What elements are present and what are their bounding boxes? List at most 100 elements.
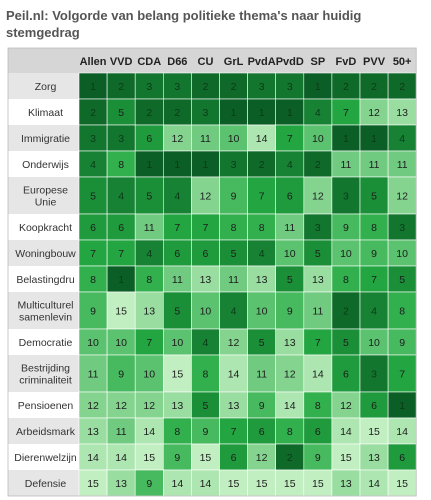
column-header-bar	[8, 48, 417, 73]
heat-cell	[331, 469, 361, 497]
heat-cell-value: 3	[90, 133, 96, 145]
heat-cell	[387, 150, 417, 178]
heat-cell-value: 11	[340, 159, 351, 171]
heat-cell	[387, 98, 417, 126]
chart-title: Peil.nl: Volgorde van belang politieke t…	[6, 8, 362, 40]
heat-cell-value: 8	[343, 274, 349, 286]
heat-cell	[78, 176, 108, 215]
heat-cell-value: 3	[287, 81, 293, 93]
heat-cell-value: 10	[87, 337, 99, 349]
heat-cell-value: 10	[200, 306, 212, 318]
heat-cell-value: 14	[284, 400, 296, 412]
row-label: Europese Unie	[23, 185, 68, 209]
heat-cell-value: 7	[174, 222, 180, 234]
row-label: Bestrijding criminaliteit	[19, 363, 72, 387]
heat-cell	[303, 328, 333, 356]
heat-cell-value: 2	[343, 306, 349, 318]
heat-cell-value: 9	[203, 426, 209, 438]
heat-cell-value: 12	[396, 191, 408, 203]
heat-cell-value: 13	[200, 274, 212, 286]
heat-cell-value: 8	[174, 426, 180, 438]
heat-cell-value: 4	[287, 159, 293, 171]
heat-cell-value: 10	[172, 337, 184, 349]
heat-cell-value: 15	[312, 478, 324, 490]
heat-cell-value: 3	[315, 222, 321, 234]
heat-cell-value: 10	[284, 248, 296, 260]
heat-cell-value: 2	[146, 107, 152, 119]
heat-cell	[163, 265, 192, 293]
heat-cell-value: 9	[315, 452, 321, 464]
heat-cell-value: 3	[231, 159, 237, 171]
heat-cell-value: 6	[90, 222, 96, 234]
heat-cell-value: 1	[90, 81, 96, 93]
row-header-cell	[8, 73, 79, 99]
heat-cell	[387, 391, 417, 419]
row-label: Multiculturel samenlevin	[17, 300, 73, 324]
heat-cell	[247, 469, 277, 497]
heat-cell-value: 15	[143, 452, 155, 464]
heat-cell-value: 4	[231, 306, 237, 318]
heat-cell	[275, 469, 305, 497]
heat-cell-value: 15	[340, 452, 352, 464]
heat-cell	[303, 176, 333, 215]
row-label: Koopkracht	[19, 222, 72, 234]
heat-cell-value: 7	[90, 248, 96, 260]
row-label: Onderwijs	[22, 159, 69, 171]
heat-cell-value: 14	[200, 478, 212, 490]
heat-cell	[275, 291, 305, 330]
heat-cell	[191, 417, 220, 445]
heat-cell	[134, 417, 164, 445]
heat-cell-value: 6	[118, 222, 124, 234]
heat-cell-value: 5	[203, 400, 209, 412]
heat-cell	[219, 72, 248, 100]
heat-cell-value: 8	[287, 426, 293, 438]
heat-cell-value: 10	[368, 337, 380, 349]
heat-cell-value: 13	[340, 478, 352, 490]
heat-cell-value: 14	[87, 452, 99, 464]
heat-cell-value: 6	[146, 133, 152, 145]
heat-cell	[78, 98, 108, 126]
heat-cell-value: 3	[203, 107, 209, 119]
heat-cell-value: 5	[118, 107, 124, 119]
heat-cell-value: 13	[312, 274, 324, 286]
heat-cell-value: 14	[312, 369, 324, 381]
heat-cell	[387, 328, 417, 356]
column-header-fvd: FvD	[336, 56, 357, 68]
heat-cell	[387, 291, 417, 330]
heat-cell-value: 11	[369, 159, 380, 171]
heat-cell	[106, 98, 136, 126]
heat-cell-value: 9	[399, 337, 405, 349]
heat-cell-value: 8	[118, 159, 124, 171]
column-header-sp: SP	[311, 56, 326, 68]
heat-cell-value: 2	[259, 159, 265, 171]
heat-cell	[331, 213, 361, 241]
heat-cell-value: 8	[371, 222, 377, 234]
heat-cell	[387, 72, 417, 100]
heat-cell-value: 5	[174, 306, 180, 318]
heat-cell-value: 1	[315, 81, 321, 93]
heat-cell	[78, 213, 108, 241]
heat-cell-value: 14	[143, 426, 155, 438]
heat-cell	[247, 328, 277, 356]
heat-cell	[359, 239, 389, 267]
heat-cell-value: 13	[256, 274, 268, 286]
row-header-cell	[8, 418, 79, 444]
heat-cell-value: 2	[231, 81, 237, 93]
heat-cell-value: 4	[118, 191, 124, 203]
heat-cell-value: 15	[256, 478, 268, 490]
heat-cell	[275, 150, 305, 178]
heat-cell-value: 8	[90, 274, 96, 286]
heat-cell-value: 10	[256, 306, 268, 318]
row-header-cell	[8, 329, 79, 355]
heat-cell	[219, 98, 248, 126]
heat-cell	[247, 98, 277, 126]
heat-cell-value: 1	[231, 107, 237, 119]
heat-cell	[191, 265, 220, 293]
heat-cell-value: 1	[371, 133, 377, 145]
heat-cell-value: 2	[90, 107, 96, 119]
heat-cell-value: 7	[118, 248, 124, 260]
column-header-allen: Allen	[80, 56, 107, 68]
heat-cell-value: 4	[315, 107, 321, 119]
heat-cell	[219, 328, 248, 356]
